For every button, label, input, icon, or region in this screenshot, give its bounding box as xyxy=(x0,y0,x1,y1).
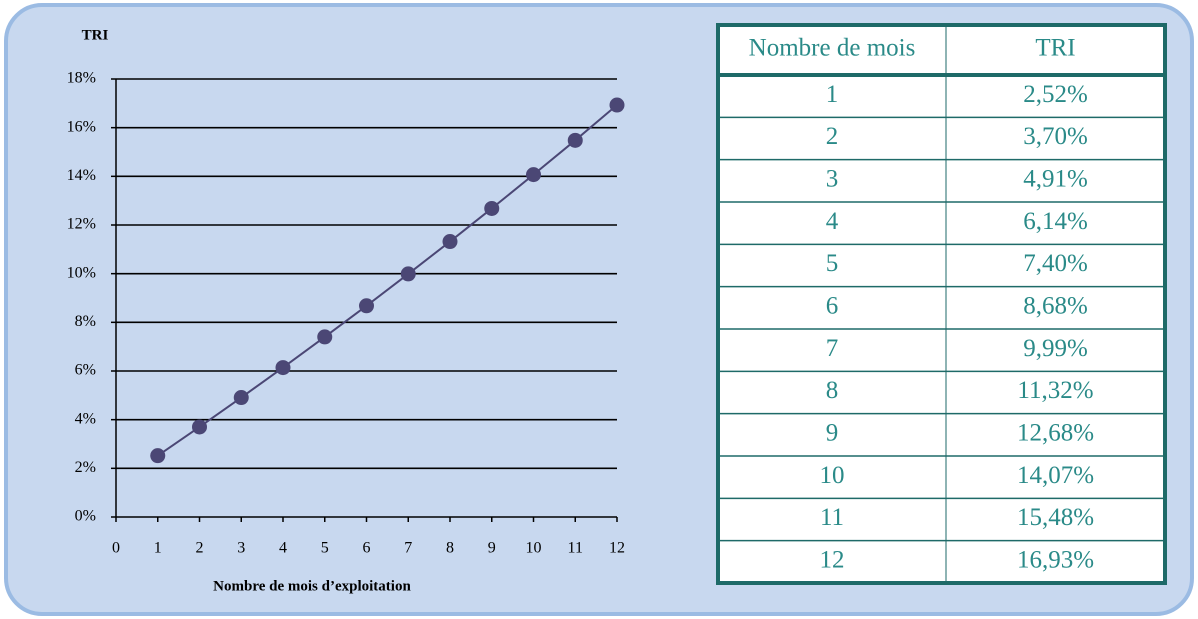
table-header: Nombre de mois xyxy=(749,35,916,62)
y-tick-label: 2% xyxy=(75,459,96,476)
table-header: TRI xyxy=(1035,35,1075,62)
x-tick-label: 8 xyxy=(446,540,454,557)
x-tick-label: 0 xyxy=(112,540,120,557)
data-point xyxy=(567,132,583,148)
table-cell: 1 xyxy=(826,81,839,108)
y-tick-label: 8% xyxy=(75,313,96,330)
y-tick-label: 10% xyxy=(67,264,96,281)
data-point xyxy=(359,298,374,314)
table-cell: 7 xyxy=(826,335,839,362)
y-tick-label: 0% xyxy=(75,508,96,525)
table-cell: 4 xyxy=(826,208,839,235)
data-point xyxy=(400,266,416,282)
table-cell: 8 xyxy=(826,377,839,404)
x-tick-label: 7 xyxy=(404,540,412,557)
y-tick-label: 4% xyxy=(75,410,96,427)
table-cell: 12,68% xyxy=(1017,420,1094,447)
data-point xyxy=(275,360,291,376)
table-cell: 9 xyxy=(826,420,839,447)
y-tick-label: 12% xyxy=(67,216,96,233)
table-cell: 8,68% xyxy=(1023,293,1088,320)
y-tick-label: 14% xyxy=(67,167,96,184)
table-cell: 6 xyxy=(826,293,839,320)
x-tick-label: 4 xyxy=(279,540,287,557)
data-point xyxy=(150,448,166,464)
table-cell: 3 xyxy=(826,166,839,193)
table-cell: 12 xyxy=(820,547,845,574)
y-tick-label: 18% xyxy=(67,70,96,87)
data-point xyxy=(233,390,249,406)
table-cell: 15,48% xyxy=(1017,504,1094,531)
chart-title: TRI xyxy=(82,27,109,43)
table-cell: 14,07% xyxy=(1017,462,1094,489)
data-point xyxy=(609,97,625,113)
x-tick-label: 1 xyxy=(154,540,162,557)
x-tick-label: 10 xyxy=(526,540,542,557)
table-cell: 5 xyxy=(826,250,839,277)
x-tick-label: 5 xyxy=(321,540,329,557)
table-border xyxy=(716,23,1167,585)
table-cell: 11,32% xyxy=(1017,377,1093,404)
x-tick-label: 2 xyxy=(196,540,204,557)
x-axis-label: Nombre de mois d’exploitation xyxy=(213,578,411,594)
x-tick-label: 6 xyxy=(363,540,371,557)
y-tick-label: 6% xyxy=(75,362,96,379)
data-point xyxy=(526,167,541,183)
table-cell: 2 xyxy=(826,123,839,150)
data-point xyxy=(192,419,207,435)
x-tick-label: 9 xyxy=(488,540,496,557)
data-point xyxy=(317,329,333,345)
y-tick-label: 16% xyxy=(67,118,96,135)
table-cell: 9,99% xyxy=(1023,335,1088,362)
data-line xyxy=(157,104,618,457)
table-cell: 3,70% xyxy=(1023,123,1088,150)
table-cell: 7,40% xyxy=(1023,250,1088,277)
x-tick-label: 12 xyxy=(609,540,625,557)
table-cell: 16,93% xyxy=(1017,547,1094,574)
table-background xyxy=(718,25,1165,583)
table-cell: 11 xyxy=(820,504,844,531)
table-cell: 2,52% xyxy=(1023,81,1088,108)
x-tick-label: 3 xyxy=(237,540,245,557)
data-point xyxy=(442,234,458,250)
table-cell: 10 xyxy=(820,462,845,489)
table-cell: 4,91% xyxy=(1023,166,1088,193)
x-tick-label: 11 xyxy=(568,540,583,557)
data-point xyxy=(484,200,500,216)
table-cell: 6,14% xyxy=(1023,208,1088,235)
